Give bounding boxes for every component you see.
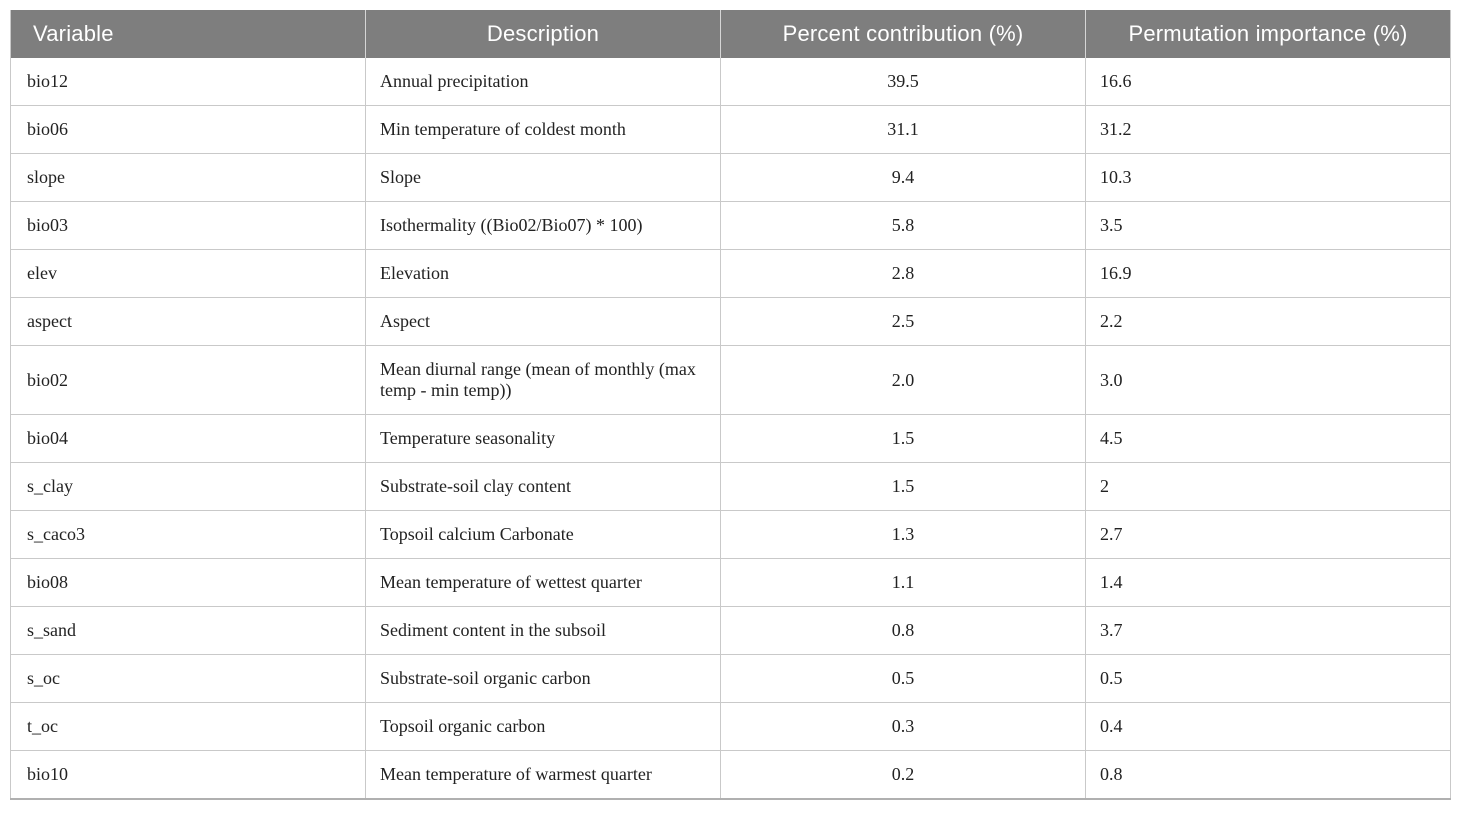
percent-contribution-cell: 2.8 <box>720 249 1086 298</box>
header-percent-contribution: Percent contribution (%) <box>720 10 1086 58</box>
variable-contribution-table: Variable Description Percent contributio… <box>10 10 1451 800</box>
table-row: bio06 Min temperature of coldest month 3… <box>10 105 1451 154</box>
variable-cell: s_oc <box>10 654 366 703</box>
table-row: s_oc Substrate-soil organic carbon 0.5 0… <box>10 654 1451 703</box>
percent-contribution-cell: 1.3 <box>720 510 1086 559</box>
header-variable: Variable <box>10 10 366 58</box>
permutation-importance-cell: 4.5 <box>1085 414 1451 463</box>
table-row: s_clay Substrate-soil clay content 1.5 2 <box>10 462 1451 511</box>
header-permutation-importance: Permutation importance (%) <box>1085 10 1451 58</box>
variable-cell: bio10 <box>10 750 366 799</box>
permutation-importance-cell: 2 <box>1085 462 1451 511</box>
permutation-importance-cell: 0.5 <box>1085 654 1451 703</box>
table-row: bio12 Annual precipitation 39.5 16.6 <box>10 58 1451 106</box>
description-cell: Temperature seasonality <box>365 414 721 463</box>
table-row: s_caco3 Topsoil calcium Carbonate 1.3 2.… <box>10 510 1451 559</box>
percent-contribution-cell: 31.1 <box>720 105 1086 154</box>
percent-contribution-cell: 0.2 <box>720 750 1086 799</box>
percent-contribution-cell: 9.4 <box>720 153 1086 202</box>
variable-cell: s_clay <box>10 462 366 511</box>
description-cell: Sediment content in the subsoil <box>365 606 721 655</box>
description-cell: Substrate-soil organic carbon <box>365 654 721 703</box>
percent-contribution-cell: 2.0 <box>720 345 1086 415</box>
percent-contribution-cell: 1.5 <box>720 462 1086 511</box>
description-cell: Isothermality ((Bio02/Bio07) * 100) <box>365 201 721 250</box>
percent-contribution-cell: 0.8 <box>720 606 1086 655</box>
table-row: bio08 Mean temperature of wettest quarte… <box>10 558 1451 607</box>
variable-cell: t_oc <box>10 702 366 751</box>
variable-cell: bio08 <box>10 558 366 607</box>
permutation-importance-cell: 2.2 <box>1085 297 1451 346</box>
description-cell: Mean temperature of warmest quarter <box>365 750 721 799</box>
description-cell: Mean temperature of wettest quarter <box>365 558 721 607</box>
permutation-importance-cell: 31.2 <box>1085 105 1451 154</box>
variable-cell: slope <box>10 153 366 202</box>
table-row: bio02 Mean diurnal range (mean of monthl… <box>10 345 1451 415</box>
description-cell: Annual precipitation <box>365 58 721 106</box>
variable-cell: aspect <box>10 297 366 346</box>
description-cell: Slope <box>365 153 721 202</box>
table-row: aspect Aspect 2.5 2.2 <box>10 297 1451 346</box>
percent-contribution-cell: 1.5 <box>720 414 1086 463</box>
description-cell: Substrate-soil clay content <box>365 462 721 511</box>
table-row: bio03 Isothermality ((Bio02/Bio07) * 100… <box>10 201 1451 250</box>
permutation-importance-cell: 16.9 <box>1085 249 1451 298</box>
percent-contribution-cell: 1.1 <box>720 558 1086 607</box>
variable-cell: bio12 <box>10 58 366 106</box>
table-row: elev Elevation 2.8 16.9 <box>10 249 1451 298</box>
variable-cell: elev <box>10 249 366 298</box>
permutation-importance-cell: 3.7 <box>1085 606 1451 655</box>
header-description: Description <box>365 10 721 58</box>
permutation-importance-cell: 2.7 <box>1085 510 1451 559</box>
table-row: slope Slope 9.4 10.3 <box>10 153 1451 202</box>
percent-contribution-cell: 5.8 <box>720 201 1086 250</box>
variable-cell: s_sand <box>10 606 366 655</box>
permutation-importance-cell: 3.0 <box>1085 345 1451 415</box>
variable-cell: s_caco3 <box>10 510 366 559</box>
variable-cell: bio02 <box>10 345 366 415</box>
permutation-importance-cell: 16.6 <box>1085 58 1451 106</box>
description-cell: Elevation <box>365 249 721 298</box>
variable-cell: bio03 <box>10 201 366 250</box>
percent-contribution-cell: 39.5 <box>720 58 1086 106</box>
description-cell: Mean diurnal range (mean of monthly (max… <box>365 345 721 415</box>
permutation-importance-cell: 10.3 <box>1085 153 1451 202</box>
variable-cell: bio06 <box>10 105 366 154</box>
permutation-importance-cell: 3.5 <box>1085 201 1451 250</box>
percent-contribution-cell: 0.5 <box>720 654 1086 703</box>
description-cell: Aspect <box>365 297 721 346</box>
percent-contribution-cell: 2.5 <box>720 297 1086 346</box>
table-row: t_oc Topsoil organic carbon 0.3 0.4 <box>10 702 1451 751</box>
description-cell: Min temperature of coldest month <box>365 105 721 154</box>
table-row: s_sand Sediment content in the subsoil 0… <box>10 606 1451 655</box>
variable-cell: bio04 <box>10 414 366 463</box>
permutation-importance-cell: 0.4 <box>1085 702 1451 751</box>
percent-contribution-cell: 0.3 <box>720 702 1086 751</box>
header-row: Variable Description Percent contributio… <box>10 10 1451 58</box>
table-row: bio10 Mean temperature of warmest quarte… <box>10 750 1451 799</box>
permutation-importance-cell: 0.8 <box>1085 750 1451 799</box>
permutation-importance-cell: 1.4 <box>1085 558 1451 607</box>
table-row: bio04 Temperature seasonality 1.5 4.5 <box>10 414 1451 463</box>
description-cell: Topsoil organic carbon <box>365 702 721 751</box>
description-cell: Topsoil calcium Carbonate <box>365 510 721 559</box>
